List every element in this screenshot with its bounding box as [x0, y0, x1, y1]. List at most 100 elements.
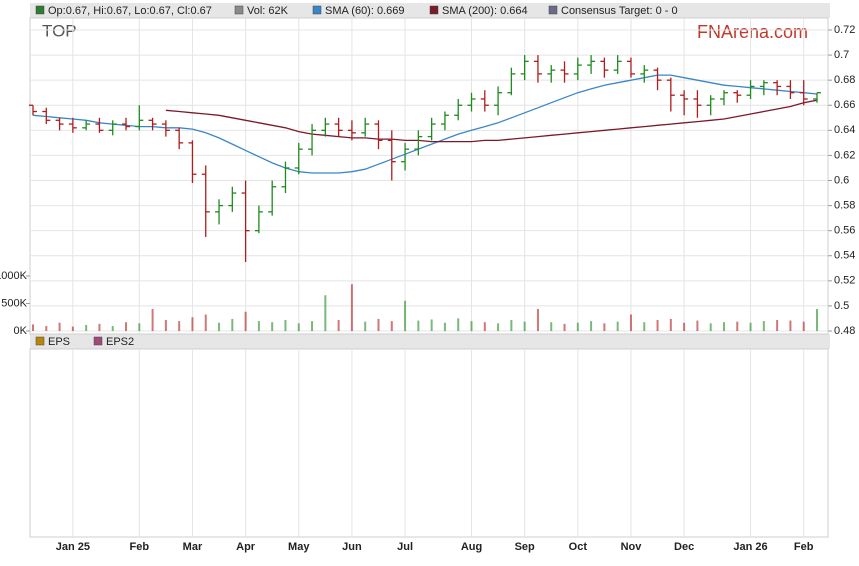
x-tick-label: Jan 25 [56, 541, 90, 553]
volume-bar [776, 320, 779, 331]
legend-label: Vol: 62K [247, 5, 289, 17]
volume-bar [284, 320, 287, 331]
volume-bar [669, 318, 672, 331]
legend-label: Op:0.67, Hi:0.67, Lo:0.67, Cl:0.67 [48, 5, 212, 17]
volume-tick-label: 500K [1, 297, 27, 309]
legend-swatch [548, 5, 558, 15]
volume-bar [457, 318, 460, 331]
volume-bar [523, 321, 526, 331]
volume-bar [231, 318, 234, 331]
volume-bar [257, 321, 260, 331]
volume-bar [802, 321, 805, 331]
y-tick-label: 0.6 [834, 174, 849, 186]
volume-bar [430, 319, 433, 331]
x-tick-label: May [288, 541, 310, 553]
x-tick-label: Apr [236, 541, 256, 553]
y-tick-label: 0.5 [834, 300, 849, 312]
volume-bar [45, 326, 48, 331]
x-tick-label: Sep [515, 541, 535, 553]
volume-bar [656, 320, 659, 331]
volume-bar [497, 323, 500, 331]
y-tick-label: 0.7 [834, 49, 849, 61]
volume-bar [789, 320, 792, 331]
x-tick-label: Nov [621, 541, 643, 553]
eps-panel [29, 348, 829, 538]
volume-bar [816, 309, 818, 331]
y-tick-label: 0.64 [834, 124, 855, 136]
legend-swatch [234, 5, 244, 15]
volume-bar [297, 323, 300, 331]
volume-bar [683, 322, 686, 331]
legend-swatch [35, 5, 45, 15]
legend-swatch [429, 5, 439, 15]
volume-bar [736, 321, 739, 331]
volume-bar [629, 314, 632, 331]
volume-bar [483, 322, 486, 331]
volume-bar [98, 323, 101, 331]
volume-bar [191, 317, 194, 331]
y-tick-label: 0.54 [834, 250, 855, 262]
volume-bar [443, 322, 446, 331]
x-tick-label: Mar [183, 541, 203, 553]
legend-swatch [35, 336, 45, 346]
y-tick-label: 0.72 [834, 24, 855, 36]
x-tick-label: Jul [397, 541, 413, 553]
volume-bar [563, 323, 566, 331]
y-tick-label: 0.56 [834, 225, 855, 237]
brand: FNArena.com [697, 22, 808, 42]
price-panel [29, 17, 829, 335]
volume-bar [749, 322, 752, 331]
volume-bar [576, 322, 579, 331]
x-tick-label: Jun [342, 541, 362, 553]
volume-bar [178, 321, 181, 331]
volume-bar [85, 324, 88, 331]
volume-tick-label: 1000K [0, 270, 28, 282]
volume-bar [550, 322, 553, 331]
legend-label: EPS2 [106, 336, 134, 348]
volume-bar [151, 309, 154, 331]
legend-label: SMA (60): 0.669 [325, 5, 405, 17]
x-tick-label: Aug [461, 541, 482, 553]
volume-bar [510, 320, 513, 331]
legend-swatch [93, 336, 103, 346]
y-tick-label: 0.66 [834, 99, 855, 111]
volume-bar [696, 320, 699, 331]
y-tick-label: 0.52 [834, 275, 855, 287]
volume-bar [350, 284, 353, 331]
volume-bar [271, 322, 274, 331]
y-tick-label: 0.62 [834, 149, 855, 161]
legend-label: SMA (200): 0.664 [442, 5, 528, 17]
x-tick-label: Feb [130, 541, 150, 553]
volume-bar [762, 321, 765, 331]
volume-bar [643, 322, 646, 331]
sma-line [32, 74, 818, 174]
volume-bar [417, 320, 420, 331]
volume-bar [138, 323, 141, 331]
volume-tick-label: 0K [14, 325, 28, 337]
volume-bar [311, 321, 314, 331]
x-tick-label: Jan 26 [733, 541, 767, 553]
volume-bar [71, 326, 74, 331]
volume-bar [111, 326, 114, 331]
volume-bar [337, 320, 340, 331]
volume-bar [324, 295, 327, 331]
volume-bar [58, 322, 61, 331]
x-tick-label: Feb [794, 541, 814, 553]
volume-bar [536, 309, 539, 331]
y-tick-label: 0.48 [834, 325, 855, 337]
volume-bar [32, 324, 34, 331]
volume-bar [204, 314, 207, 331]
y-tick-label: 0.68 [834, 74, 855, 86]
volume-bar [364, 321, 367, 331]
legend-label: Consensus Target: 0 - 0 [561, 5, 678, 17]
volume-bar [709, 323, 712, 331]
volume-bar [244, 311, 247, 331]
ticker: TOP [42, 21, 77, 40]
volume-bar [390, 321, 393, 331]
volume-bar [470, 321, 473, 331]
volume-bar [404, 300, 407, 331]
y-tick-label: 0.58 [834, 199, 855, 211]
volume-bar [603, 323, 606, 331]
volume-bar [125, 322, 128, 331]
